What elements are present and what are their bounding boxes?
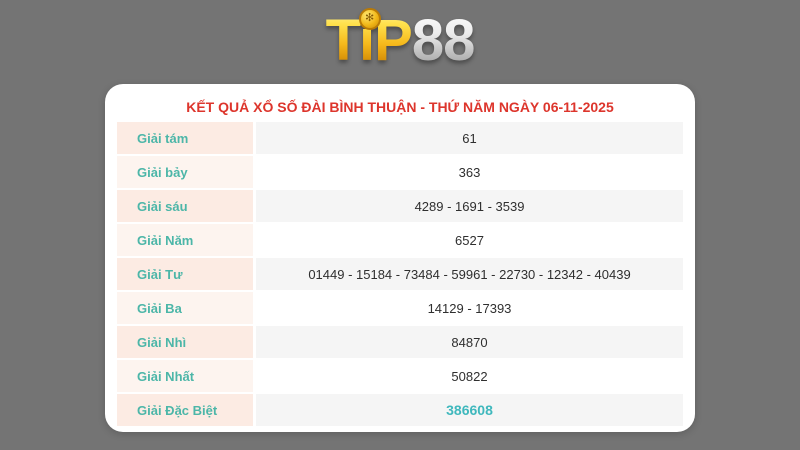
prize-label: Giải bảy (117, 156, 253, 188)
table-row-special-prize: Giải Đặc Biệt 386608 (117, 394, 683, 426)
prize-label: Giải Ba (117, 292, 253, 324)
prize-label: Giải Nhất (117, 360, 253, 392)
table-row: Giải sáu 4289 - 1691 - 3539 (117, 190, 683, 222)
prize-value: 84870 (256, 326, 683, 358)
results-card: KẾT QUẢ XỔ SỐ ĐÀI BÌNH THUẬN - THỨ NĂM N… (105, 84, 695, 432)
prize-label: Giải tám (117, 122, 253, 154)
logo-text-silver: 88 (411, 7, 476, 73)
results-title: KẾT QUẢ XỔ SỐ ĐÀI BÌNH THUẬN - THỨ NĂM N… (186, 99, 614, 115)
table-row: Giải Năm 6527 (117, 224, 683, 256)
logo-area: TiP 88 ✻ (0, 0, 800, 80)
table-row: Giải bảy 363 (117, 156, 683, 188)
tip88-logo[interactable]: TiP 88 ✻ (326, 7, 475, 74)
prize-value: 14129 - 17393 (256, 292, 683, 324)
prize-label: Giải Tư (117, 258, 253, 290)
prize-value: 6527 (256, 224, 683, 256)
prize-value: 4289 - 1691 - 3539 (256, 190, 683, 222)
prize-value: 386608 (256, 394, 683, 426)
prize-label: Giải Năm (117, 224, 253, 256)
prize-value: 363 (256, 156, 683, 188)
prize-value: 61 (256, 122, 683, 154)
table-row: Giải Tư 01449 - 15184 - 73484 - 59961 - … (117, 258, 683, 290)
prize-value: 01449 - 15184 - 73484 - 59961 - 22730 - … (256, 258, 683, 290)
prize-value: 50822 (256, 360, 683, 392)
casino-chip-icon: ✻ (358, 7, 381, 30)
results-table: Giải tám 61 Giải bảy 363 Giải sáu 4289 -… (117, 122, 683, 426)
prize-label: Giải Nhì (117, 326, 253, 358)
prize-label: Giải Đặc Biệt (117, 394, 253, 426)
prize-label: Giải sáu (117, 190, 253, 222)
table-row: Giải Ba 14129 - 17393 (117, 292, 683, 324)
table-row: Giải tám 61 (117, 122, 683, 154)
table-row: Giải Nhì 84870 (117, 326, 683, 358)
table-row: Giải Nhất 50822 (117, 360, 683, 392)
